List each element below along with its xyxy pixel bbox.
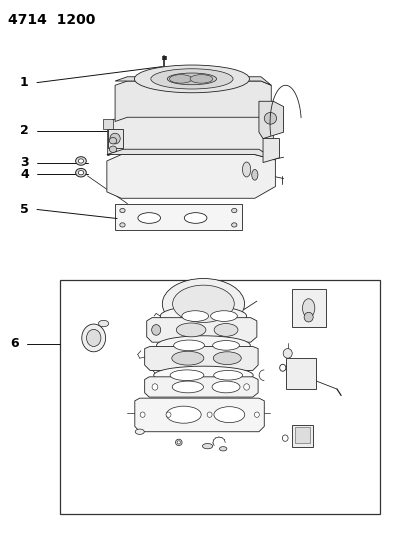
- Ellipse shape: [244, 384, 249, 390]
- Ellipse shape: [264, 112, 277, 124]
- Polygon shape: [145, 377, 258, 397]
- Text: 6: 6: [10, 337, 18, 350]
- Bar: [60, 280, 380, 514]
- Polygon shape: [263, 139, 279, 163]
- Ellipse shape: [160, 306, 247, 326]
- Ellipse shape: [176, 323, 206, 337]
- Ellipse shape: [120, 223, 125, 227]
- Ellipse shape: [82, 324, 106, 352]
- Ellipse shape: [154, 366, 253, 384]
- Ellipse shape: [302, 298, 315, 317]
- Ellipse shape: [213, 352, 241, 365]
- Bar: [295, 427, 310, 443]
- Polygon shape: [147, 318, 257, 342]
- Ellipse shape: [152, 325, 161, 335]
- Ellipse shape: [76, 168, 86, 177]
- Ellipse shape: [110, 133, 120, 144]
- Ellipse shape: [283, 349, 292, 358]
- Ellipse shape: [184, 213, 207, 223]
- Ellipse shape: [87, 329, 101, 346]
- Ellipse shape: [211, 311, 238, 321]
- Ellipse shape: [76, 157, 86, 165]
- Ellipse shape: [166, 406, 201, 423]
- Ellipse shape: [172, 351, 204, 365]
- Text: 2: 2: [20, 124, 29, 137]
- Ellipse shape: [173, 340, 204, 351]
- Ellipse shape: [252, 169, 258, 180]
- Bar: [103, 119, 113, 129]
- Polygon shape: [135, 398, 264, 432]
- Ellipse shape: [140, 412, 145, 417]
- Text: 1: 1: [20, 76, 29, 89]
- Ellipse shape: [173, 285, 234, 322]
- Ellipse shape: [169, 75, 192, 83]
- Polygon shape: [107, 149, 275, 160]
- Bar: [286, 358, 316, 389]
- Ellipse shape: [279, 365, 286, 371]
- Polygon shape: [145, 346, 258, 370]
- Ellipse shape: [190, 75, 213, 83]
- Polygon shape: [259, 101, 284, 139]
- Bar: [292, 425, 313, 447]
- Text: 4714  1200: 4714 1200: [8, 13, 96, 27]
- Ellipse shape: [99, 320, 109, 327]
- Ellipse shape: [219, 447, 227, 451]
- Ellipse shape: [213, 341, 239, 350]
- Polygon shape: [115, 81, 271, 122]
- Polygon shape: [108, 129, 123, 148]
- Ellipse shape: [167, 73, 217, 85]
- Ellipse shape: [151, 69, 233, 89]
- Bar: [292, 289, 326, 327]
- Ellipse shape: [254, 412, 259, 417]
- Text: 3: 3: [20, 156, 29, 169]
- Ellipse shape: [166, 412, 171, 417]
- Polygon shape: [108, 116, 273, 156]
- Ellipse shape: [135, 429, 144, 434]
- Ellipse shape: [282, 435, 288, 441]
- Ellipse shape: [212, 381, 240, 393]
- Ellipse shape: [207, 412, 212, 417]
- Ellipse shape: [214, 407, 245, 423]
- Ellipse shape: [177, 441, 180, 444]
- Polygon shape: [115, 204, 242, 230]
- Ellipse shape: [231, 208, 237, 213]
- Ellipse shape: [162, 278, 245, 329]
- Ellipse shape: [134, 65, 249, 93]
- Ellipse shape: [170, 370, 204, 381]
- Ellipse shape: [182, 311, 209, 321]
- Polygon shape: [107, 155, 275, 198]
- Ellipse shape: [78, 171, 84, 175]
- Ellipse shape: [214, 324, 238, 336]
- Ellipse shape: [109, 138, 117, 144]
- Text: 5: 5: [20, 203, 29, 216]
- Ellipse shape: [242, 162, 251, 177]
- Ellipse shape: [109, 146, 117, 152]
- Ellipse shape: [203, 443, 213, 449]
- Ellipse shape: [175, 439, 182, 446]
- Ellipse shape: [78, 159, 84, 163]
- Ellipse shape: [138, 213, 160, 223]
- Text: 4: 4: [20, 168, 29, 181]
- Ellipse shape: [172, 381, 203, 393]
- Ellipse shape: [214, 370, 242, 380]
- Ellipse shape: [120, 208, 125, 213]
- Ellipse shape: [157, 336, 250, 355]
- Ellipse shape: [231, 223, 237, 227]
- Ellipse shape: [152, 384, 158, 390]
- Ellipse shape: [304, 312, 313, 322]
- Polygon shape: [115, 77, 271, 85]
